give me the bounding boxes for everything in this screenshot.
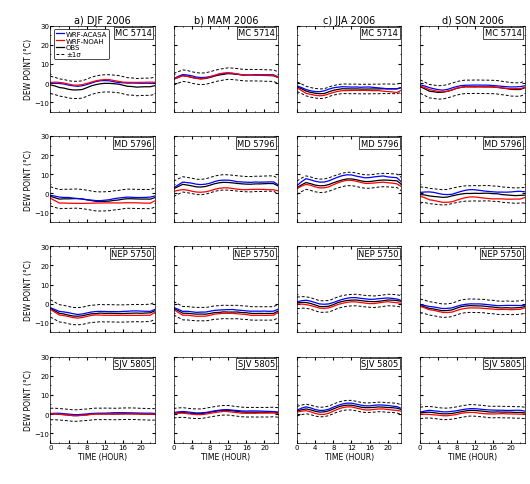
X-axis label: TIME (HOUR): TIME (HOUR) xyxy=(448,452,497,461)
Text: MD 5796: MD 5796 xyxy=(114,139,152,148)
Text: NEP 5750: NEP 5750 xyxy=(481,249,522,258)
Text: SJV 5805: SJV 5805 xyxy=(114,360,152,368)
Text: NEP 5750: NEP 5750 xyxy=(234,249,275,258)
Title: d) SON 2006: d) SON 2006 xyxy=(441,16,503,26)
Legend: WRF-ACASA, WRF-NOAH, OBS, ±1σ: WRF-ACASA, WRF-NOAH, OBS, ±1σ xyxy=(54,30,109,60)
X-axis label: TIME (HOUR): TIME (HOUR) xyxy=(324,452,374,461)
Text: SJV 5805: SJV 5805 xyxy=(361,360,398,368)
Text: MC 5714: MC 5714 xyxy=(485,29,522,38)
Text: SJV 5805: SJV 5805 xyxy=(484,360,522,368)
Text: MC 5714: MC 5714 xyxy=(115,29,152,38)
Text: MD 5796: MD 5796 xyxy=(237,139,275,148)
Y-axis label: DEW POINT (°C): DEW POINT (°C) xyxy=(24,39,33,100)
Text: SJV 5805: SJV 5805 xyxy=(238,360,275,368)
Title: c) JJA 2006: c) JJA 2006 xyxy=(323,16,375,26)
Text: NEP 5750: NEP 5750 xyxy=(358,249,398,258)
Text: MC 5714: MC 5714 xyxy=(361,29,398,38)
Y-axis label: DEW POINT (°C): DEW POINT (°C) xyxy=(24,149,33,210)
Y-axis label: DEW POINT (°C): DEW POINT (°C) xyxy=(24,259,33,320)
Title: b) MAM 2006: b) MAM 2006 xyxy=(193,16,258,26)
Text: MC 5714: MC 5714 xyxy=(238,29,275,38)
Text: NEP 5750: NEP 5750 xyxy=(111,249,152,258)
X-axis label: TIME (HOUR): TIME (HOUR) xyxy=(201,452,251,461)
Text: MD 5796: MD 5796 xyxy=(360,139,398,148)
Text: MD 5796: MD 5796 xyxy=(484,139,522,148)
X-axis label: TIME (HOUR): TIME (HOUR) xyxy=(78,452,127,461)
Y-axis label: DEW POINT (°C): DEW POINT (°C) xyxy=(24,369,33,430)
Title: a) DJF 2006: a) DJF 2006 xyxy=(74,16,131,26)
